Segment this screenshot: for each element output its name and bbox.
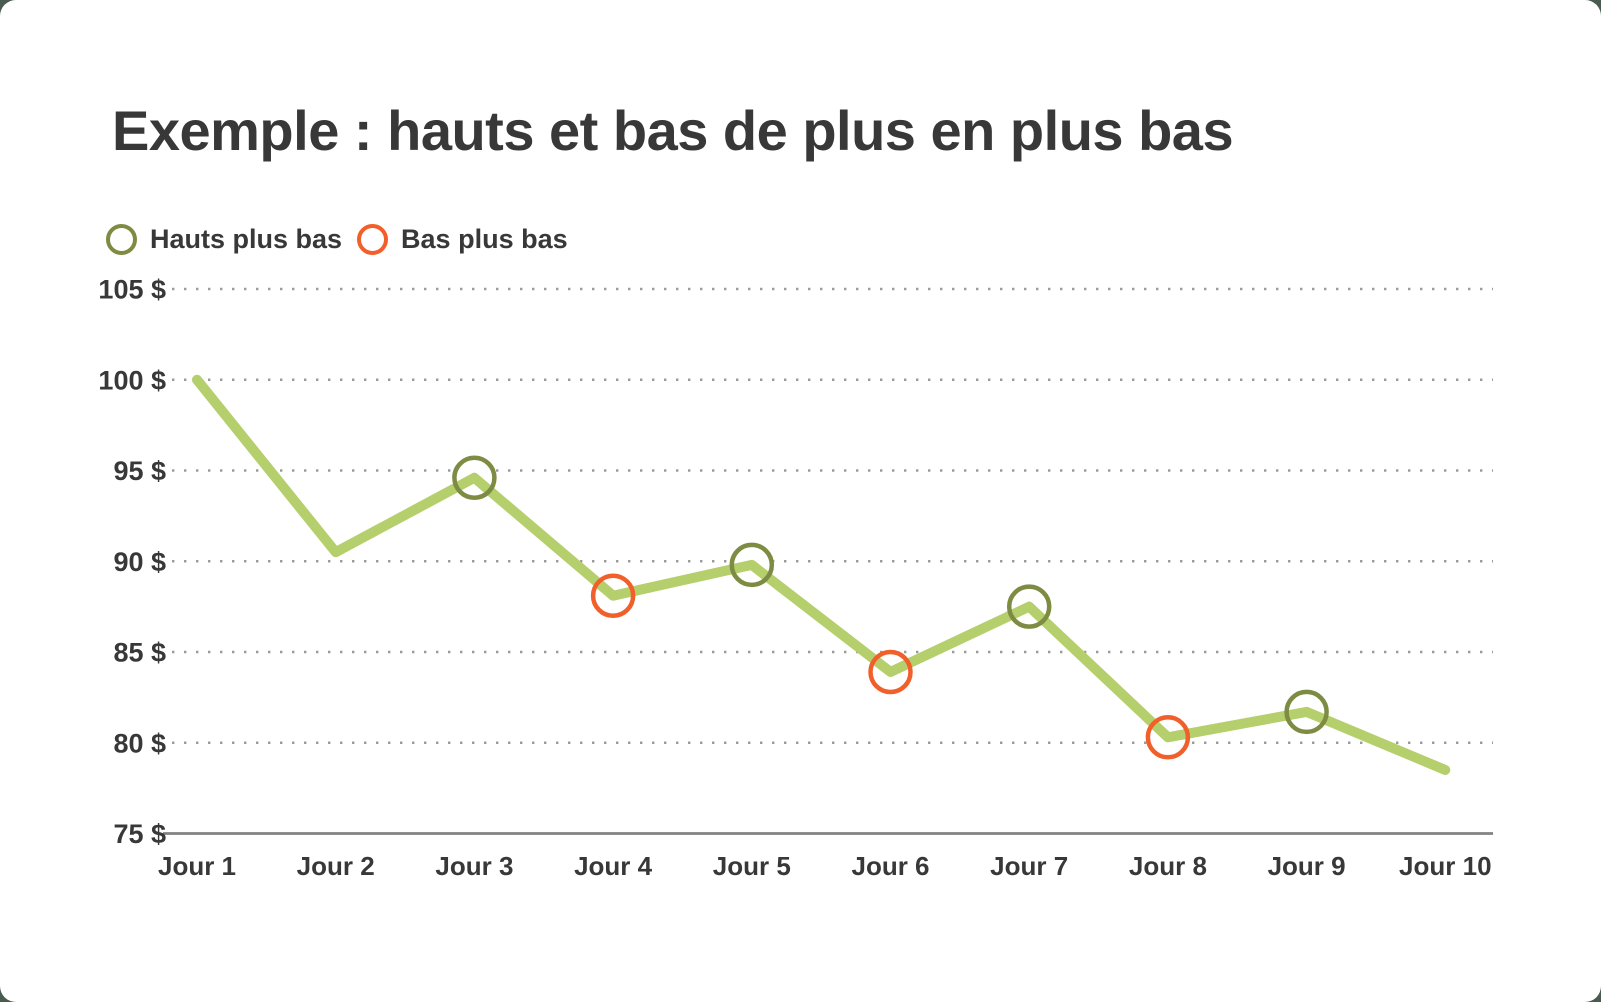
higher-lows-marker-icon (106, 224, 137, 255)
y-tick-label: 95 $ (113, 456, 166, 486)
x-tick-label: Jour 7 (990, 851, 1068, 881)
chart-title: Exemple : hauts et bas de plus en plus b… (112, 99, 1234, 162)
y-tick-label: 75 $ (113, 819, 166, 849)
lower-low-marker (590, 573, 636, 618)
legend-item-bas-plus-bas: Bas plus bas (357, 224, 568, 255)
lower-low-marker (868, 649, 913, 695)
y-tick-label: 90 $ (113, 547, 166, 577)
x-tick-label: Jour 1 (158, 851, 236, 881)
y-tick-label: 105 $ (98, 275, 166, 305)
legend-label-hauts-plus-bas: Hauts plus bas (150, 224, 343, 254)
x-tick-label: Jour 8 (1129, 851, 1207, 881)
higher-low-marker (1284, 689, 1329, 735)
x-tick-label: Jour 6 (851, 851, 929, 881)
x-tick-label: Jour 9 (1268, 851, 1346, 881)
legend: Hauts plus bas Bas plus bas (106, 224, 568, 255)
x-tick-label: Jour 4 (574, 851, 653, 881)
higher-low-marker (1006, 584, 1052, 629)
lower-low-marker (1145, 715, 1191, 760)
legend-label-bas-plus-bas: Bas plus bas (401, 224, 568, 254)
y-tick-label: 85 $ (113, 638, 166, 668)
y-tick-label: 80 $ (113, 728, 166, 758)
x-tick-label: Jour 3 (435, 851, 513, 881)
higher-low-marker (452, 455, 497, 501)
legend-item-hauts-plus-bas: Hauts plus bas (106, 224, 342, 255)
x-tick-label: Jour 5 (713, 851, 791, 881)
lower-lows-marker-icon (357, 224, 389, 255)
y-tick-label: 100 $ (98, 365, 166, 395)
price-line (192, 374, 1451, 775)
higher-low-marker (729, 542, 775, 588)
x-tick-label: Jour 10 (1399, 851, 1492, 881)
x-tick-label: Jour 2 (297, 851, 375, 881)
